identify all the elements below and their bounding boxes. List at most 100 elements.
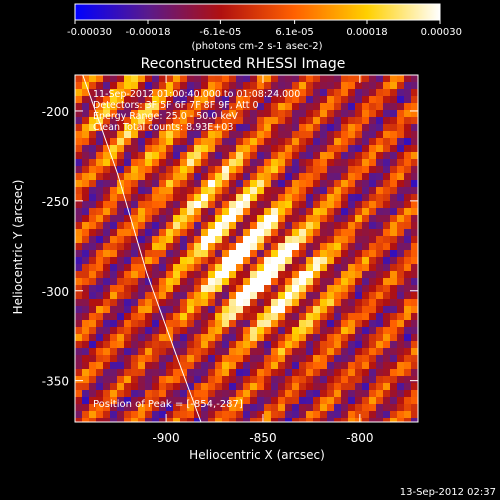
heatmap-cell <box>355 341 362 348</box>
heatmap-cell <box>194 285 201 292</box>
heatmap-cell <box>285 89 292 96</box>
heatmap-cell <box>362 327 369 334</box>
heatmap-cell <box>124 201 131 208</box>
heatmap-cell <box>138 229 145 236</box>
heatmap-cell <box>285 334 292 341</box>
heatmap-cell <box>292 222 299 229</box>
heatmap-cell <box>82 348 89 355</box>
heatmap-cell <box>376 222 383 229</box>
heatmap-cell <box>208 82 215 89</box>
heatmap-cell <box>96 348 103 355</box>
heatmap-cell <box>152 166 159 173</box>
heatmap-cell <box>103 355 110 362</box>
heatmap-cell <box>187 194 194 201</box>
heatmap-cell <box>327 278 334 285</box>
heatmap-cell <box>341 404 348 411</box>
heatmap-cell <box>383 348 390 355</box>
heatmap-cell <box>390 131 397 138</box>
heatmap-cell <box>362 75 369 82</box>
heatmap-cell <box>299 236 306 243</box>
heatmap-cell <box>271 271 278 278</box>
heatmap-cell <box>243 124 250 131</box>
heatmap-cell <box>292 215 299 222</box>
heatmap-cell <box>313 411 320 418</box>
heatmap-cell <box>194 348 201 355</box>
heatmap-cell <box>348 222 355 229</box>
heatmap-cell <box>285 75 292 82</box>
heatmap-cell <box>166 397 173 404</box>
heatmap-cell <box>250 313 257 320</box>
heatmap-cell <box>124 362 131 369</box>
heatmap-cell <box>348 285 355 292</box>
heatmap-cell <box>355 264 362 271</box>
heatmap-cell <box>243 264 250 271</box>
heatmap-cell <box>292 187 299 194</box>
heatmap-cell <box>390 264 397 271</box>
heatmap-cell <box>320 131 327 138</box>
heatmap-cell <box>362 285 369 292</box>
heatmap-cell <box>187 222 194 229</box>
heatmap-cell <box>411 264 418 271</box>
heatmap-cell <box>222 180 229 187</box>
heatmap-cell <box>208 117 215 124</box>
heatmap-cell <box>299 271 306 278</box>
heatmap-cell <box>327 404 334 411</box>
heatmap-cell <box>208 292 215 299</box>
heatmap-cell <box>383 306 390 313</box>
heatmap-cell <box>215 82 222 89</box>
heatmap-cell <box>404 110 411 117</box>
heatmap-cell <box>257 180 264 187</box>
heatmap-cell <box>271 187 278 194</box>
heatmap-cell <box>229 299 236 306</box>
heatmap-cell <box>180 159 187 166</box>
heatmap-cell <box>159 89 166 96</box>
heatmap-cell <box>369 299 376 306</box>
y-tick-label: -300 <box>42 285 69 299</box>
heatmap-cell <box>75 82 82 89</box>
heatmap-cell <box>264 75 271 82</box>
heatmap-cell <box>278 390 285 397</box>
heatmap-cell <box>327 418 334 422</box>
heatmap-cell <box>75 159 82 166</box>
heatmap-cell <box>236 229 243 236</box>
heatmap-cell <box>390 250 397 257</box>
heatmap-cell <box>250 390 257 397</box>
heatmap-cell <box>82 117 89 124</box>
heatmap-cell <box>82 201 89 208</box>
heatmap-cell <box>124 138 131 145</box>
heatmap-cell <box>383 131 390 138</box>
heatmap-cell <box>173 369 180 376</box>
heatmap-cell <box>194 89 201 96</box>
heatmap-cell <box>355 243 362 250</box>
heatmap-cell <box>131 243 138 250</box>
heatmap-cell <box>159 418 166 422</box>
heatmap-cell <box>138 187 145 194</box>
heatmap-cell <box>376 110 383 117</box>
heatmap-cell <box>222 334 229 341</box>
heatmap-cell <box>110 383 117 390</box>
heatmap-cell <box>313 243 320 250</box>
heatmap-cell <box>103 397 110 404</box>
heatmap-cell <box>82 250 89 257</box>
heatmap-cell <box>82 411 89 418</box>
heatmap-cell <box>96 397 103 404</box>
heatmap-cell <box>187 355 194 362</box>
heatmap-cell <box>390 348 397 355</box>
heatmap-cell <box>313 75 320 82</box>
heatmap-cell <box>96 110 103 117</box>
heatmap-cell <box>334 131 341 138</box>
heatmap-cell <box>236 250 243 257</box>
heatmap-cell <box>236 369 243 376</box>
heatmap-cell <box>306 341 313 348</box>
heatmap-cell <box>152 355 159 362</box>
heatmap-cell <box>411 292 418 299</box>
heatmap-cell <box>313 208 320 215</box>
heatmap-cell <box>208 159 215 166</box>
heatmap-cell <box>201 89 208 96</box>
heatmap-cell <box>285 117 292 124</box>
heatmap-cell <box>257 187 264 194</box>
heatmap-cell <box>411 243 418 250</box>
heatmap-cell <box>376 341 383 348</box>
heatmap-cell <box>173 397 180 404</box>
heatmap-cell <box>131 194 138 201</box>
